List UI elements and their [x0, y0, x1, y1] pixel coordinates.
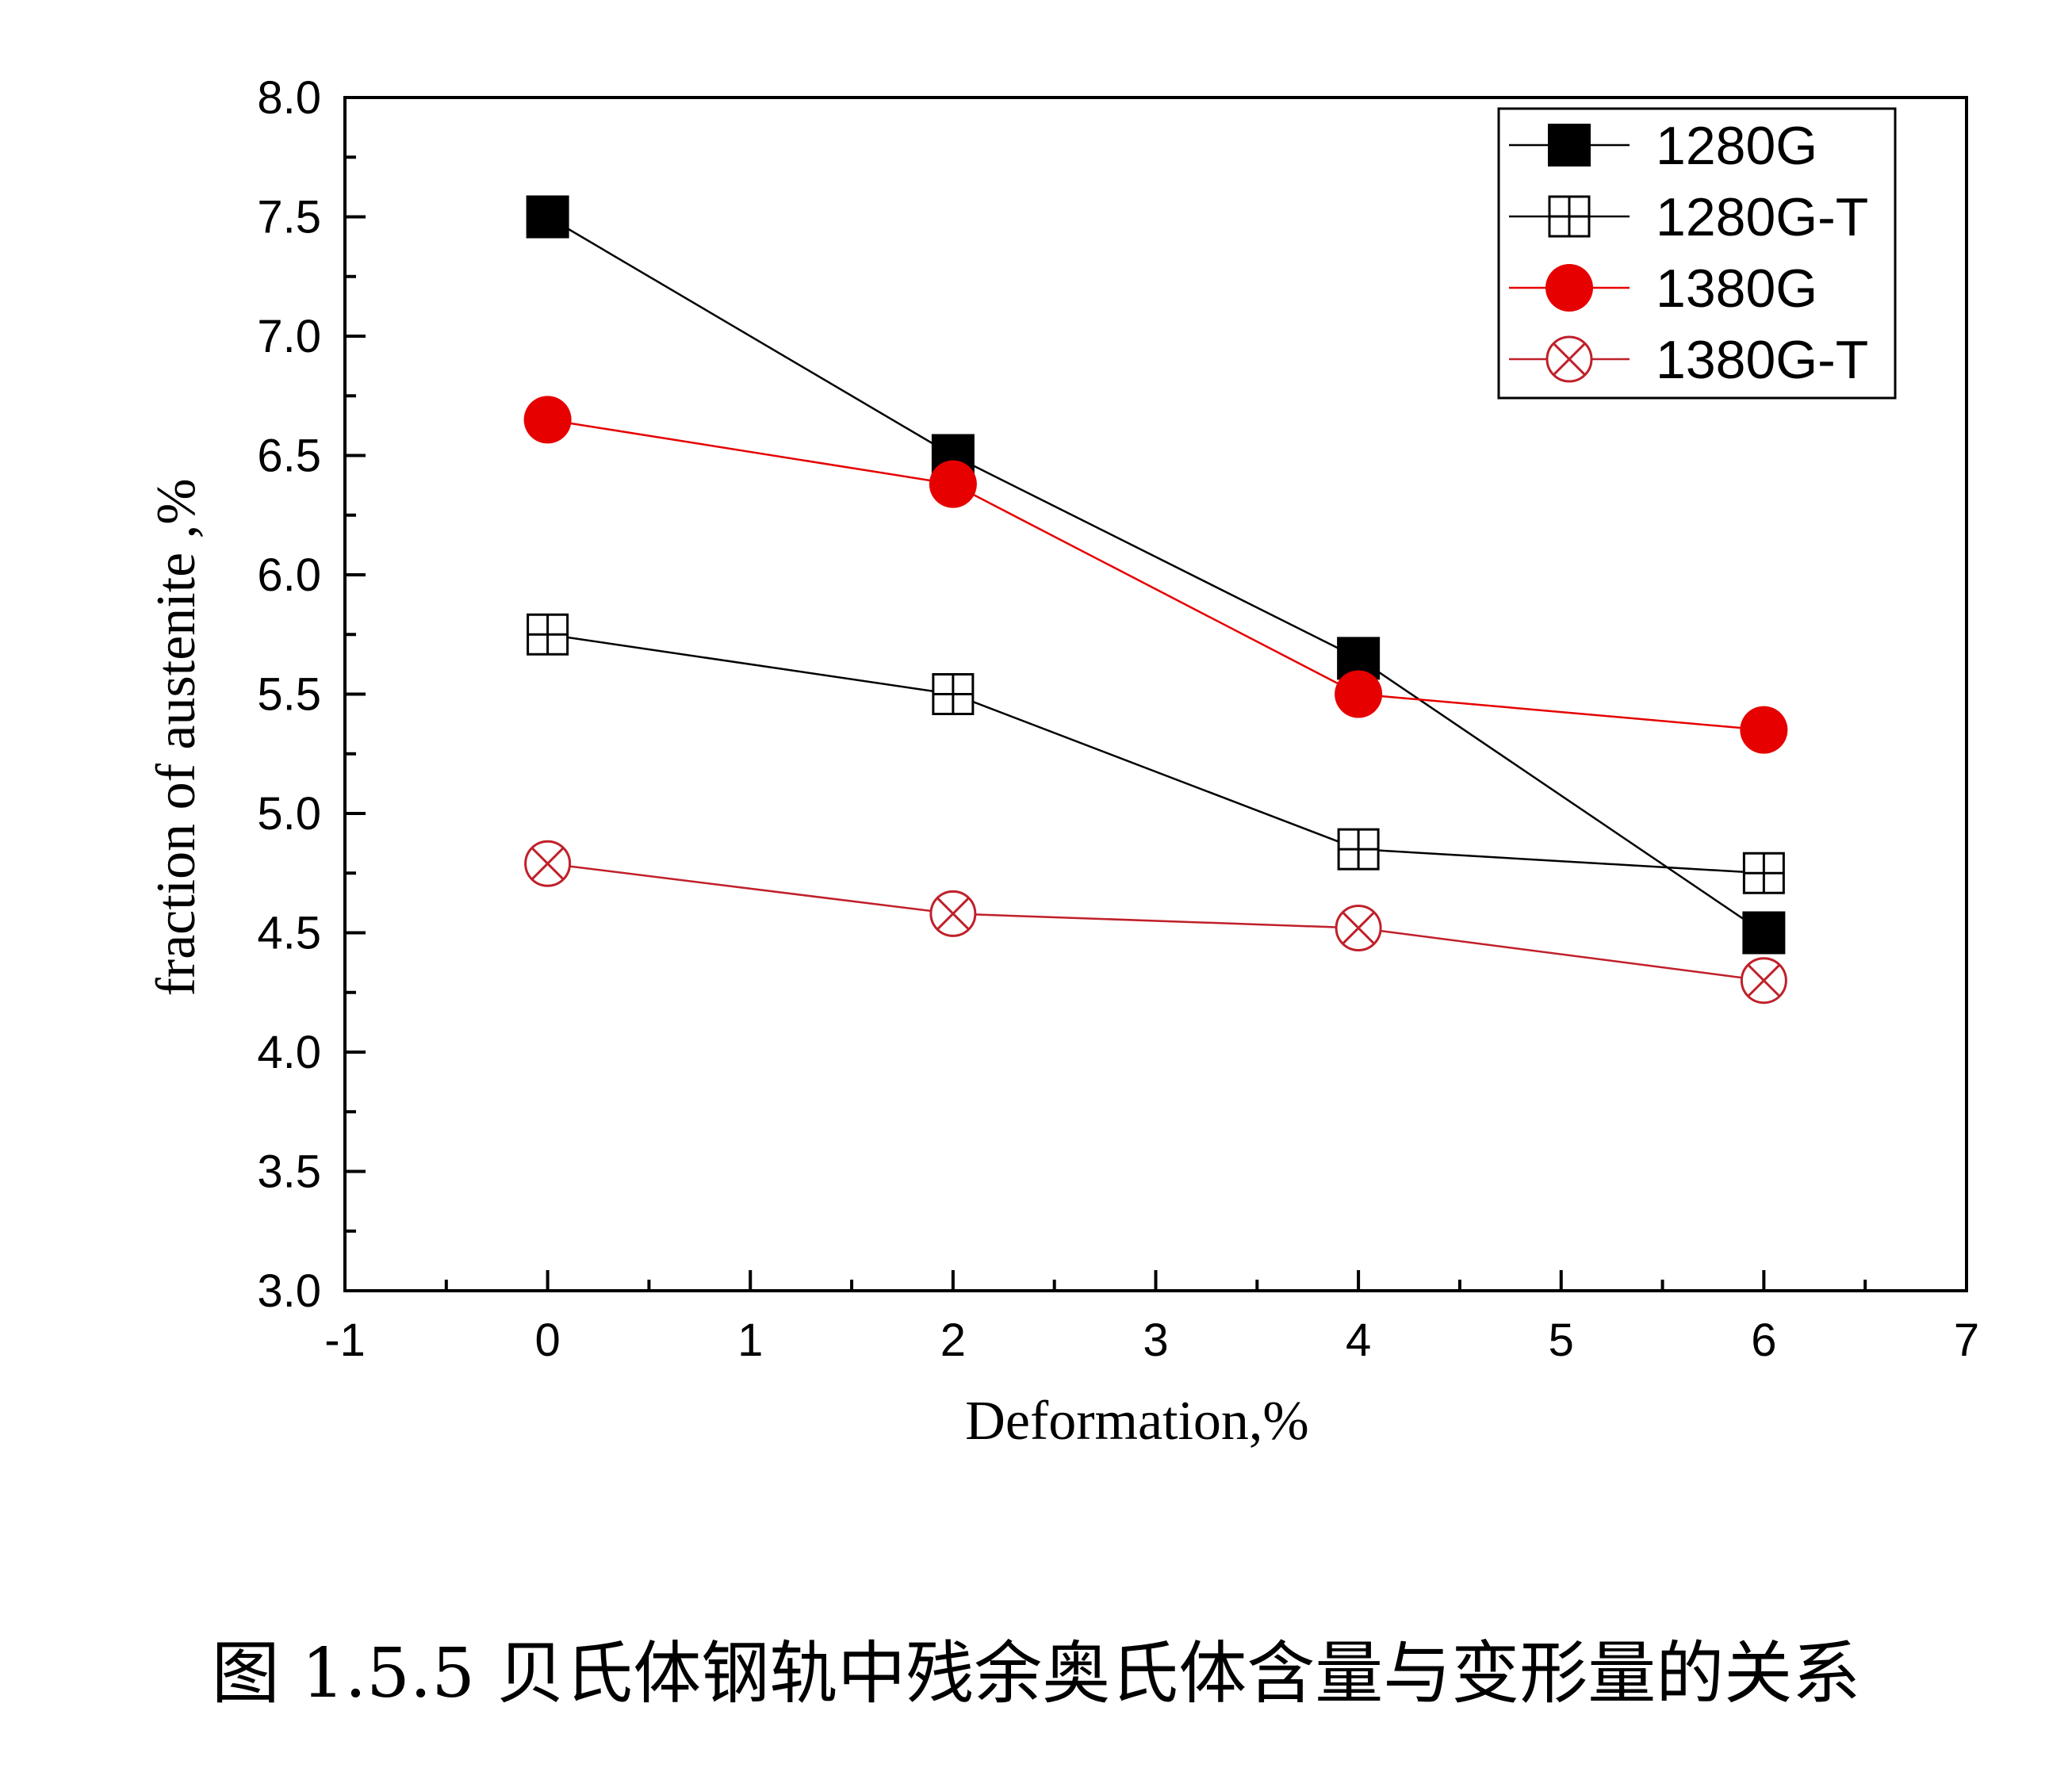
- y-tick-label: 7.0: [257, 311, 321, 362]
- data-point-1280g: [1742, 911, 1786, 955]
- series-line-1280g-t: [547, 633, 1764, 875]
- data-point-1280g-t: [527, 613, 569, 656]
- data-point-1380g-t: [929, 890, 977, 937]
- x-axis-title: Deformation,%: [965, 1391, 1308, 1452]
- y-tick-label: 5.0: [257, 788, 321, 840]
- data-point-1380g-t: [1740, 957, 1787, 1005]
- x-tick-label: 7: [1954, 1315, 1979, 1366]
- legend-item-1380g: 1380G: [1509, 258, 1817, 319]
- data-point-1380g: [1740, 706, 1788, 754]
- x-tick-label: -1: [324, 1315, 366, 1366]
- legend-marker-1380g-t-diag2: [1553, 343, 1586, 376]
- figure-caption: 图 1.5.5 贝氏体钢轨中残余奥氏体含量与变形量的关系: [211, 1634, 1861, 1713]
- data-point-1280g-t: [1742, 852, 1785, 894]
- y-tick-label: 3.5: [257, 1146, 321, 1198]
- y-tick-label: 6.0: [257, 549, 321, 601]
- series-line-1280g: [546, 216, 1765, 934]
- legend-label-1380g: 1380G: [1656, 258, 1817, 319]
- legend-item-1280g-t: 1280G-T: [1509, 187, 1868, 247]
- legend: 1280G 1280G-T 1380G 1380G-T: [1497, 107, 1897, 400]
- x-tick-label: 1: [737, 1315, 763, 1366]
- legend-label-1380g-t: 1380G-T: [1656, 330, 1868, 390]
- y-tick-label: 3.0: [257, 1265, 321, 1317]
- series-line-1380g-t: [547, 862, 1764, 982]
- legend-marker-1280g-t: [1548, 195, 1591, 238]
- data-point-1380g: [1335, 670, 1383, 718]
- series-line-1380g: [547, 419, 1764, 731]
- y-tick-label: 7.5: [257, 192, 321, 243]
- y-tick-label: 8.0: [257, 72, 321, 124]
- data-point-1280g: [526, 195, 569, 239]
- x-tick-label: 5: [1549, 1315, 1574, 1366]
- series-lines: [546, 216, 1765, 982]
- x-tick-label: 3: [1143, 1315, 1168, 1366]
- legend-item-1380g-t: 1380G-T: [1509, 330, 1868, 390]
- legend-label-1280g: 1280G: [1656, 116, 1817, 176]
- x-tick-label: 4: [1346, 1315, 1371, 1366]
- data-point-1380g-t-diag2: [530, 847, 565, 881]
- data-point-1380g-t-diag2: [1342, 911, 1375, 945]
- data-point-1380g-t-diag2: [1747, 963, 1781, 997]
- y-tick-label: 6.5: [257, 431, 321, 482]
- chart: -1 0 1 2 3 4 5 6 7 3.0 3.5 4.0 4.5 5.0 5.5 6.0 6.5 7.0 7.…: [146, 72, 1979, 1452]
- x-tick-label: 2: [940, 1315, 966, 1366]
- y-tick-label: 5.5: [257, 669, 321, 721]
- data-point-1280g-t: [1337, 828, 1380, 871]
- legend-marker-1280g: [1548, 124, 1591, 166]
- series-markers: [523, 195, 1788, 1005]
- data-point-1380g-t: [1335, 904, 1382, 951]
- data-point-1380g-t-diag2: [936, 897, 970, 931]
- x-axis-ticks: -1 0 1 2 3 4 5 6 7: [324, 1270, 1979, 1366]
- data-point-1280g-t: [932, 673, 975, 715]
- data-point-1380g: [929, 460, 977, 508]
- legend-label-1280g-t: 1280G-T: [1656, 187, 1868, 247]
- legend-item-1280g: 1280G: [1509, 116, 1817, 176]
- legend-marker-1380g: [1545, 264, 1593, 312]
- data-point-1380g: [523, 396, 572, 444]
- y-tick-label: 4.5: [257, 908, 321, 959]
- data-point-1380g-t: [524, 840, 572, 887]
- legend-marker-1380g-t: [1545, 335, 1593, 383]
- y-tick-label: 4.0: [257, 1027, 321, 1078]
- x-tick-label: 6: [1751, 1315, 1776, 1366]
- x-tick-label: 0: [534, 1315, 560, 1366]
- y-axis-title: fraction of austenite ,%: [146, 478, 207, 996]
- y-axis-ticks: 3.0 3.5 4.0 4.5 5.0 5.5 6.0 6.5 7.0 7.5 8.0: [257, 72, 366, 1317]
